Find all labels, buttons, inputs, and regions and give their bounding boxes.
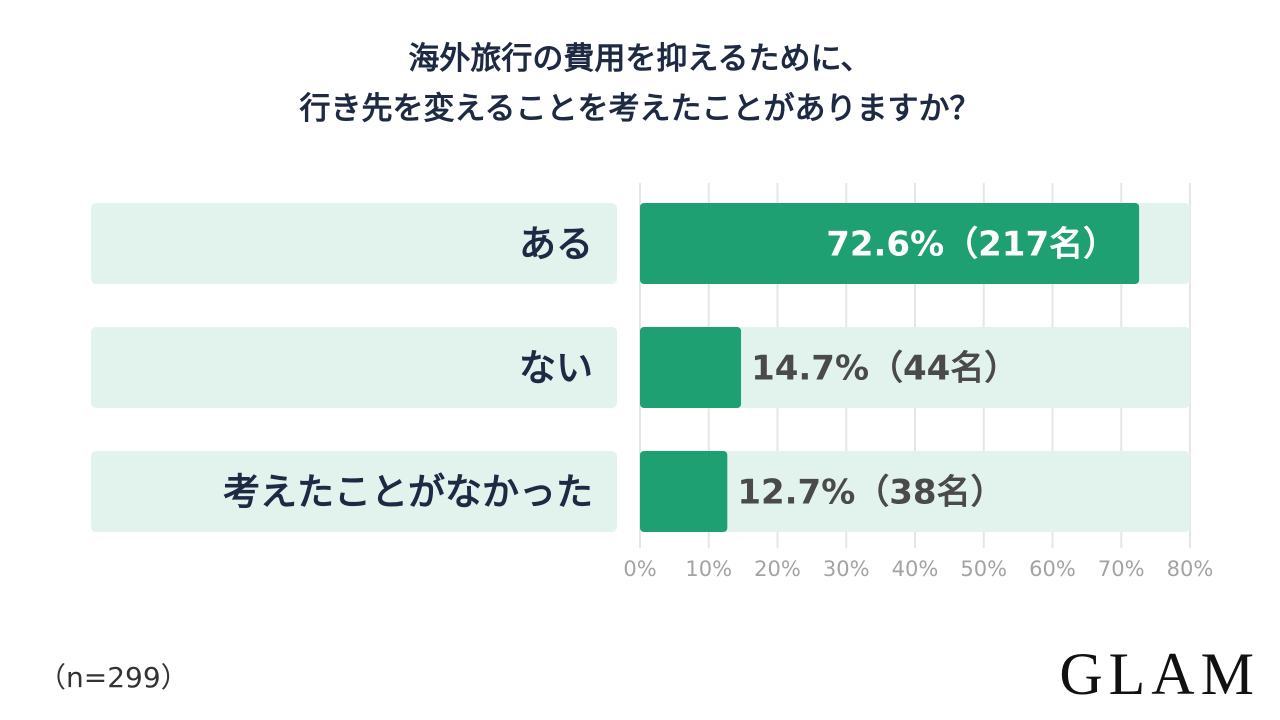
category-label-box-2	[91, 451, 617, 532]
bar-2	[640, 451, 728, 532]
x-tick-label-5: 50%	[960, 557, 1007, 581]
category-label-0: ある	[519, 223, 593, 266]
bar-0	[640, 203, 1140, 284]
category-label-box-0	[91, 203, 617, 284]
category-label-2: 考えたことがなかった	[223, 471, 593, 514]
bar-1	[640, 327, 742, 408]
brand-logo: GLAM	[1059, 641, 1260, 707]
chart-title-line-2: 行き先を変えることを考えたことがありますか？	[299, 91, 981, 127]
x-tick-label-4: 40%	[892, 557, 939, 581]
chart-title-line-1: 海外旅行の費用を抑えるために、	[408, 41, 872, 77]
sample-size-note: （n=299）	[38, 661, 189, 694]
x-tick-label-2: 20%	[754, 557, 801, 581]
bar-track-2	[640, 451, 1190, 532]
value-label-0: 72.6%（217名）	[826, 225, 1117, 265]
x-tick-label-0: 0%	[623, 557, 656, 581]
chart-title: 海外旅行の費用を抑えるために、 行き先を変えることを考えたことがありますか？	[0, 34, 1280, 134]
value-label-2: 12.7%（38名）	[737, 473, 1004, 513]
x-tick-label-6: 60%	[1029, 557, 1076, 581]
x-tick-label-1: 10%	[685, 557, 732, 581]
category-label-box-1	[91, 327, 617, 408]
x-tick-label-7: 70%	[1098, 557, 1145, 581]
category-label-1: ない	[519, 347, 593, 390]
bar-track-1	[640, 327, 1190, 408]
x-tick-label-3: 30%	[823, 557, 870, 581]
value-label-1: 14.7%（44名）	[751, 349, 1018, 389]
x-tick-label-8: 80%	[1167, 557, 1214, 581]
